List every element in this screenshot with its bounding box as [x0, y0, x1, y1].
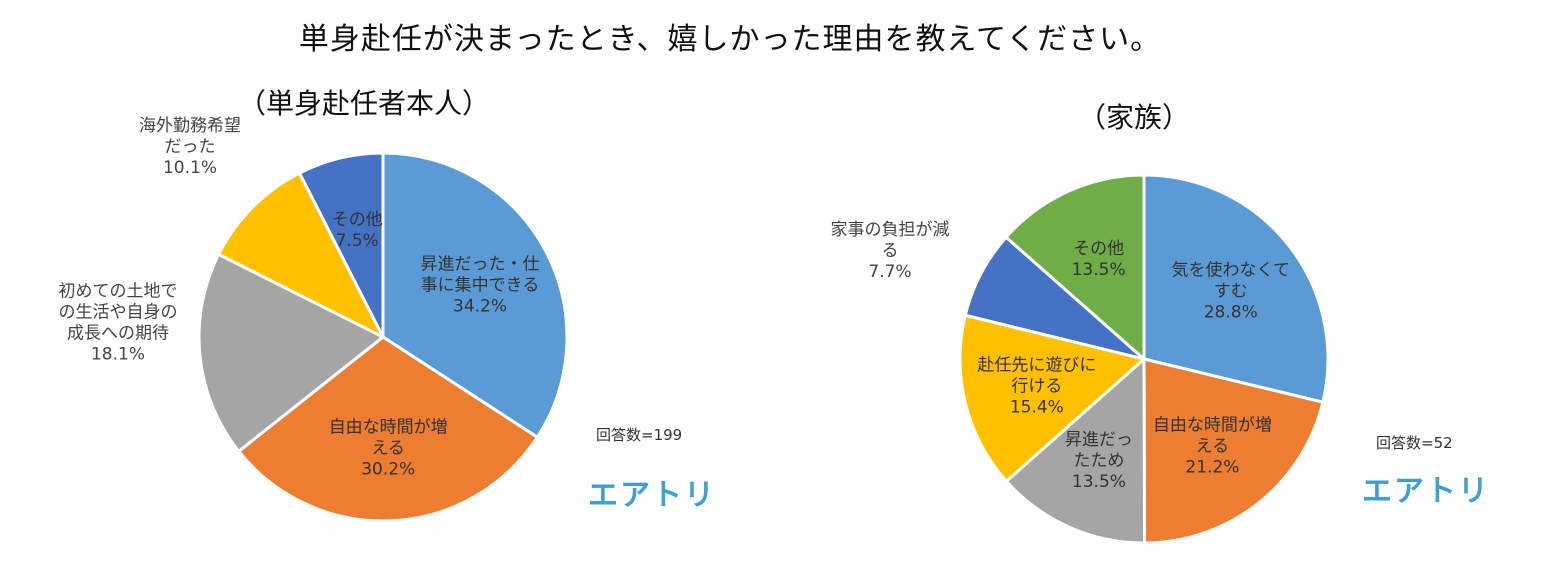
- slice-value: 30.2%: [361, 459, 415, 479]
- slice-label-line: 事に集中できる: [421, 275, 540, 295]
- slice-label-line: 自由な時間が増: [1153, 416, 1272, 436]
- pie-slice: [1142, 357, 1325, 545]
- slice-label-line: 自由な時間が増: [329, 417, 448, 437]
- pie-slice: [1004, 355, 1147, 545]
- pie-slice: [958, 313, 1148, 484]
- pie-slice: [236, 335, 540, 523]
- slice-value: 7.5%: [336, 231, 379, 251]
- pie-slice: [1142, 173, 1330, 405]
- slice-label-line: その他: [1073, 239, 1124, 259]
- slice-label-line: の生活や自身の: [59, 303, 178, 323]
- brand-logo-left: エアトリ: [588, 478, 716, 513]
- slice-value: 13.5%: [1072, 260, 1126, 280]
- slice-label-line: たため: [1073, 451, 1124, 471]
- slice-label: 初めての土地での生活や自身の成長への期待 18.1%: [59, 282, 178, 365]
- slice-label-line: 行ける: [1011, 377, 1062, 397]
- pie-slice: [1003, 173, 1146, 363]
- slice-label-line: だった: [165, 137, 216, 157]
- slice-value: 28.8%: [1204, 303, 1258, 323]
- pie-slice: [216, 170, 387, 341]
- slice-label: 昇進だった・仕事に集中できる 34.2%: [421, 254, 540, 316]
- right-respondents-count: 回答数=52: [1376, 434, 1453, 452]
- slice-label-line: える: [371, 438, 405, 458]
- slice-label-line: 家事の負担が減: [831, 220, 950, 240]
- pie-slice: [197, 252, 386, 454]
- main-title: 単身赴任が決まったとき、嬉しかった理由を教えてください。: [298, 22, 1162, 57]
- slice-label-line: 海外勤務希望: [139, 116, 241, 136]
- right-chart-title: （家族）: [1078, 101, 1191, 134]
- slice-label-line: その他: [332, 210, 383, 230]
- slice-label-line: える: [1196, 437, 1230, 457]
- slice-label-line: 成長への期待: [67, 324, 169, 344]
- slice-value: 7.7%: [868, 262, 911, 282]
- slice-label: 昇進だったため 13.5%: [1065, 430, 1133, 492]
- slice-label-line: 昇進だっ: [1065, 430, 1133, 450]
- slice-label-line: 昇進だった・仕: [421, 254, 540, 274]
- slice-label-line: 初めての土地で: [59, 282, 178, 302]
- slice-label-line: 気を使わなくて: [1171, 260, 1290, 281]
- slice-value: 13.5%: [1072, 472, 1126, 492]
- slice-label-line: る: [882, 241, 899, 261]
- brand-logo-right: エアトリ: [1362, 474, 1490, 509]
- slice-label: その他 7.5%: [332, 210, 383, 251]
- slice-value: 21.2%: [1185, 458, 1239, 478]
- slice-value: 10.1%: [163, 158, 217, 178]
- slice-value: 18.1%: [91, 345, 145, 365]
- left-chart-title: （単身赴任者本人）: [238, 87, 491, 120]
- slice-label: 自由な時間が増える 30.2%: [329, 417, 448, 479]
- slice-label-line: 赴任先に遊びに: [977, 356, 1096, 376]
- slice-value: 15.4%: [1010, 398, 1064, 418]
- left-respondents-count: 回答数=199: [596, 426, 683, 444]
- slice-label: 赴任先に遊びに行ける 15.4%: [977, 356, 1096, 418]
- slice-label: 気を使わなくてすむ 28.8%: [1171, 260, 1290, 323]
- slice-label: 自由な時間が増える 21.2%: [1153, 416, 1272, 478]
- slice-label-line: すむ: [1214, 282, 1248, 302]
- slice-label: 家事の負担が減る 7.7%: [831, 220, 950, 282]
- slice-label: その他 13.5%: [1072, 239, 1126, 280]
- slice-label: 海外勤務希望だった 10.1%: [139, 116, 241, 178]
- slice-value: 34.2%: [453, 296, 507, 316]
- pie-slice: [297, 151, 385, 338]
